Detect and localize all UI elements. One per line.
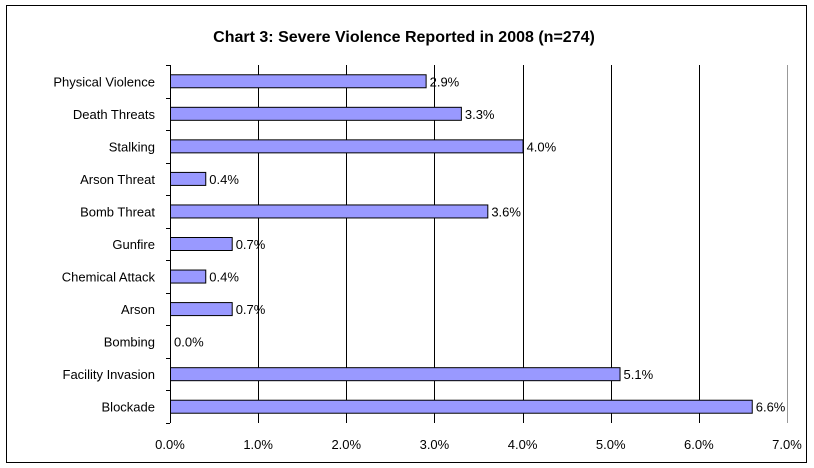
data-label: 2.9% (430, 74, 460, 89)
x-tick-label: 3.0% (420, 437, 450, 452)
x-tick-label: 4.0% (508, 437, 538, 452)
data-label: 0.7% (236, 237, 266, 252)
category-label: Physical Violence (53, 74, 155, 89)
bar (170, 399, 753, 414)
x-tick-label: 1.0% (243, 437, 273, 452)
category-label: Bombing (104, 335, 155, 350)
data-label: 0.0% (174, 335, 204, 350)
data-label: 0.7% (236, 302, 266, 317)
x-tick-label: 7.0% (772, 437, 802, 452)
category-label: Facility Invasion (63, 367, 155, 382)
category-label: Stalking (109, 139, 155, 154)
data-label: 3.3% (465, 107, 495, 122)
data-label: 6.6% (756, 400, 786, 415)
category-label: Blockade (102, 400, 155, 415)
bar (170, 302, 233, 317)
data-label: 5.1% (624, 367, 654, 382)
x-tick-label: 5.0% (596, 437, 626, 452)
category-label: Bomb Threat (80, 204, 155, 219)
data-label: 3.6% (491, 204, 521, 219)
data-label: 0.4% (209, 172, 239, 187)
category-label: Chemical Attack (62, 270, 156, 285)
bar (170, 74, 427, 89)
category-label: Arson Threat (80, 172, 155, 187)
category-label: Death Threats (73, 107, 156, 122)
bar (170, 139, 524, 154)
bar (170, 367, 621, 382)
bar (170, 106, 462, 121)
data-label: 4.0% (527, 139, 557, 154)
category-label: Gunfire (112, 237, 155, 252)
category-label: Arson (121, 302, 155, 317)
bar (170, 269, 207, 284)
bar (170, 237, 233, 251)
x-tick-label: 2.0% (331, 437, 361, 452)
bar (170, 204, 489, 219)
x-tick-label: 6.0% (684, 437, 714, 452)
chart-title: Chart 3: Severe Violence Reported in 200… (213, 29, 595, 46)
x-tick-label: 0.0% (155, 437, 185, 452)
bar (170, 171, 207, 186)
data-label: 0.4% (209, 270, 239, 285)
